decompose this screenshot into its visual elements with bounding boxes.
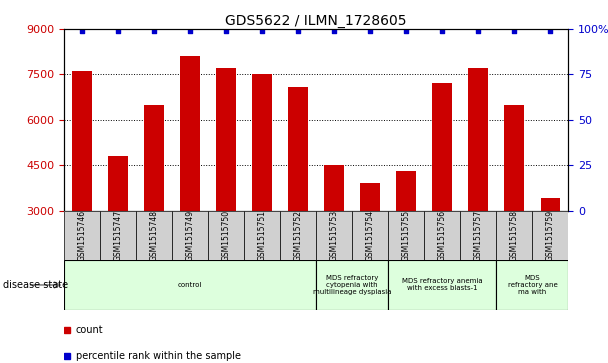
Point <box>221 28 231 33</box>
Bar <box>533 211 568 260</box>
Text: GSM1515750: GSM1515750 <box>221 209 230 261</box>
Bar <box>389 211 424 260</box>
Point <box>113 28 123 33</box>
Bar <box>396 171 416 211</box>
Text: GSM1515756: GSM1515756 <box>438 209 447 261</box>
Text: GSM1515753: GSM1515753 <box>330 209 339 261</box>
Bar <box>180 56 200 211</box>
Text: GSM1515755: GSM1515755 <box>402 209 411 261</box>
Bar <box>496 260 568 310</box>
Text: percentile rank within the sample: percentile rank within the sample <box>76 351 241 361</box>
Point <box>401 28 411 33</box>
Bar <box>252 74 272 211</box>
Text: count: count <box>76 325 103 335</box>
Text: MDS refractory anemia
with excess blasts-1: MDS refractory anemia with excess blasts… <box>402 278 483 291</box>
Text: control: control <box>178 282 202 288</box>
Point <box>293 28 303 33</box>
Bar <box>208 211 244 260</box>
Bar <box>432 83 452 211</box>
Bar <box>288 86 308 211</box>
Point <box>545 28 555 33</box>
Point <box>438 28 447 33</box>
Text: GSM1515754: GSM1515754 <box>366 209 375 261</box>
Point <box>77 28 87 33</box>
Text: disease state: disease state <box>3 280 68 290</box>
Text: MDS refractory
cytopenia with
multilineage dysplasia: MDS refractory cytopenia with multilinea… <box>313 275 392 295</box>
Text: GSM1515748: GSM1515748 <box>150 209 159 261</box>
Text: GSM1515759: GSM1515759 <box>546 209 555 261</box>
Bar <box>172 211 208 260</box>
Bar <box>361 183 380 211</box>
Bar <box>468 68 488 211</box>
Point <box>149 28 159 33</box>
Text: GSM1515751: GSM1515751 <box>258 209 266 261</box>
Point <box>257 28 267 33</box>
Bar <box>280 211 316 260</box>
Text: GSM1515752: GSM1515752 <box>294 209 303 261</box>
Text: GSM1515757: GSM1515757 <box>474 209 483 261</box>
Bar <box>108 156 128 211</box>
Bar <box>216 68 236 211</box>
Bar <box>244 211 280 260</box>
Point <box>365 28 375 33</box>
Bar <box>316 260 389 310</box>
Text: GSM1515758: GSM1515758 <box>510 209 519 261</box>
Text: GSM1515747: GSM1515747 <box>114 209 122 261</box>
Point <box>185 28 195 33</box>
Bar <box>324 165 344 211</box>
Bar <box>64 260 316 310</box>
Bar <box>424 211 460 260</box>
Point <box>474 28 483 33</box>
Bar <box>541 199 561 211</box>
Text: MDS
refractory ane
ma with: MDS refractory ane ma with <box>508 275 558 295</box>
Bar <box>316 211 352 260</box>
Bar <box>496 211 533 260</box>
Bar <box>460 211 496 260</box>
Point <box>330 28 339 33</box>
Point <box>510 28 519 33</box>
Bar <box>64 211 100 260</box>
Bar <box>389 260 496 310</box>
Text: GSM1515749: GSM1515749 <box>185 209 195 261</box>
Title: GDS5622 / ILMN_1728605: GDS5622 / ILMN_1728605 <box>226 14 407 28</box>
Bar <box>100 211 136 260</box>
Bar <box>144 105 164 211</box>
Text: GSM1515746: GSM1515746 <box>77 209 86 261</box>
Bar <box>72 72 92 211</box>
Bar <box>505 105 524 211</box>
Bar <box>352 211 389 260</box>
Bar <box>136 211 172 260</box>
